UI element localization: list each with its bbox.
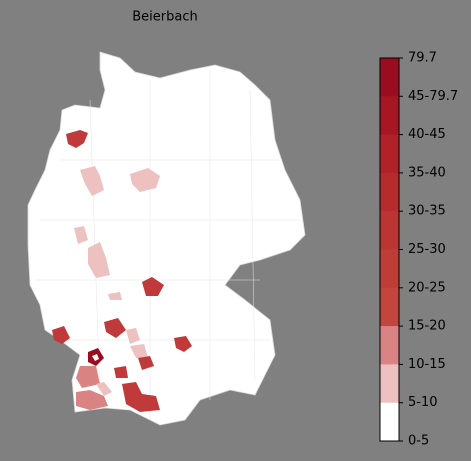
colorbar-segment — [380, 58, 399, 97]
colorbar-segment — [380, 402, 399, 442]
colorbar-label: 25-30 — [408, 242, 446, 257]
germany-map — [27, 51, 306, 426]
colorbar-label: 30-35 — [408, 204, 446, 219]
colorbar-label: 35-40 — [408, 165, 446, 180]
highlighted-districts — [52, 130, 192, 412]
colorbar-label: 40-45 — [408, 127, 446, 142]
colorbar-segment — [380, 287, 399, 327]
colorbar-segment — [380, 249, 399, 289]
colorbar-label: 45-79.7 — [408, 89, 458, 104]
colorbar-label: 20-25 — [408, 280, 446, 295]
colorbar-segment — [380, 96, 399, 136]
colorbar-label: 10-15 — [408, 357, 446, 372]
colorbar: 79.7 45-79.7 40-45 35-40 30-35 25-30 20-25 15-2… — [379, 51, 458, 449]
colorbar-segment — [380, 134, 399, 174]
colorbar-segment — [380, 172, 399, 212]
colorbar-label: 79.7 — [408, 51, 437, 66]
map-title: Beierbach — [132, 10, 197, 25]
colorbar-label: 0-5 — [408, 434, 429, 449]
colorbar-segment — [380, 364, 399, 404]
colorbar-segment — [380, 211, 399, 250]
colorbar-label: 15-20 — [408, 319, 446, 334]
country-outline — [27, 51, 306, 426]
colorbar-label: 5-10 — [408, 395, 438, 410]
colorbar-segment — [380, 326, 399, 365]
